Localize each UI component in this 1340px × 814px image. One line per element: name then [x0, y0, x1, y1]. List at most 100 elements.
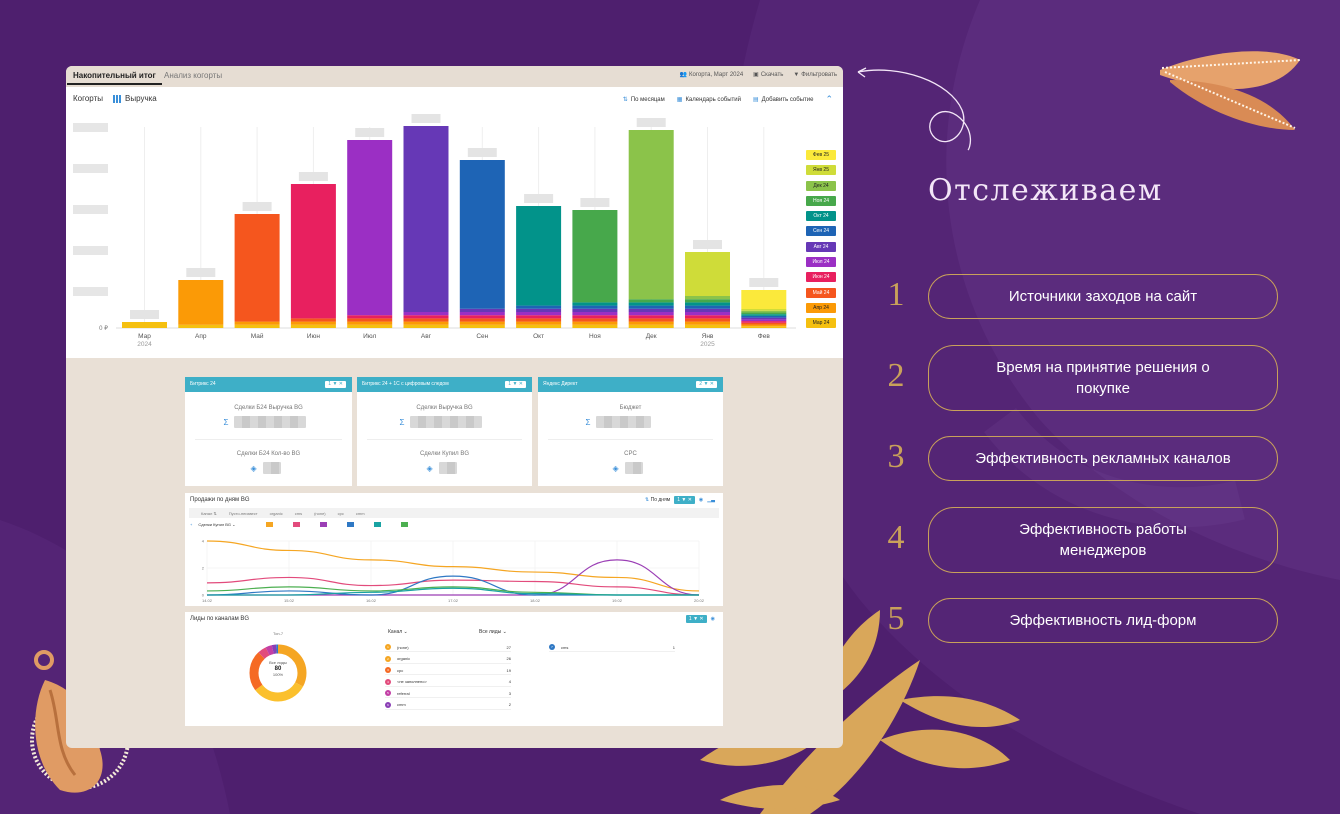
x-tick-label: Авг [421, 333, 432, 340]
filter-button[interactable]: ▼ Фильтровать [793, 71, 837, 78]
cohort-selector[interactable]: 👥 Когорта, Март 2024 [679, 71, 744, 79]
series-swatch[interactable] [319, 522, 327, 527]
legend-item[interactable]: Дек 24 [806, 180, 836, 191]
bar-segment [741, 309, 787, 311]
bar-segment [685, 315, 730, 319]
legend-item[interactable]: Май 24 [806, 287, 836, 298]
column-header[interactable]: Канал ⇅ [201, 510, 217, 516]
column-channel[interactable]: Канал ⌄ [388, 629, 408, 635]
column-header[interactable]: cpc [337, 510, 344, 516]
bar-segment [459, 312, 505, 316]
bar-segment [685, 296, 730, 300]
expand-icon[interactable]: + [190, 522, 193, 527]
x-tick-year: 2025 [700, 341, 715, 348]
top-7-label: Топ-7 [273, 631, 284, 636]
x-tick-year: 2024 [137, 341, 152, 348]
legend-item[interactable]: Фев 25 [806, 150, 836, 160]
column-header[interactable]: (none) [314, 510, 326, 516]
legend-item[interactable]: Авг 24 [806, 241, 836, 252]
bar-segment [572, 308, 618, 312]
bar-segment [685, 305, 730, 309]
column-header[interactable]: organic [269, 510, 283, 516]
step-pill: Эффективность рекламных каналов [928, 436, 1278, 481]
series-swatch[interactable] [346, 522, 354, 527]
widget-filter-badge[interactable]: 2 ▼ ✕ [696, 381, 717, 388]
bar-Фев [741, 278, 787, 328]
arrow-flourish-icon [857, 69, 972, 151]
series-line-organic [206, 576, 700, 596]
chart-type-icon[interactable]: ▁▃ [707, 497, 715, 503]
column-header[interactable]: cms [294, 510, 303, 516]
x-tick-label: 20.02 [694, 598, 705, 603]
list-item[interactable]: 7 cms 1 [549, 643, 675, 652]
bar-segment [685, 252, 730, 296]
series-swatch[interactable] [292, 522, 300, 527]
bar-segment [741, 310, 787, 313]
legend-item[interactable]: Сен 24 [806, 226, 836, 237]
legend-item[interactable]: Апр 24 [806, 302, 836, 313]
view-icon[interactable]: ◉ [710, 616, 715, 622]
metric-selector[interactable]: Выручка [113, 94, 157, 103]
list-item[interactable]: 3 cpc 19 [385, 666, 511, 675]
x-tick-label: Июн [307, 333, 321, 340]
tab-cohort-analysis[interactable]: Анализ когорты [164, 71, 223, 80]
value-label-hidden [467, 148, 497, 157]
y-tick-hidden [73, 164, 108, 173]
by-month-button[interactable]: ⇅ По месяцам [622, 97, 665, 103]
bar-segment [516, 324, 562, 328]
bar-segment [572, 315, 618, 319]
step-number: 1 [887, 275, 905, 313]
series-swatch[interactable] [400, 522, 408, 527]
bar-segment [347, 140, 393, 316]
tab-cumulative[interactable]: Накопительный итог [67, 71, 162, 85]
list-item[interactable]: 6 cmm 2 [385, 701, 511, 710]
value-label-hidden [749, 278, 779, 287]
divider [367, 439, 522, 440]
column-header[interactable]: Пусто-неизвест [228, 510, 258, 516]
bar-segment [685, 302, 730, 306]
event-calendar-button[interactable]: ▦ Календарь событий [676, 97, 741, 103]
widget-filter-badge[interactable]: 1 ▼ ✕ [325, 381, 346, 388]
bar-segment [459, 324, 505, 328]
bar-segment [741, 322, 787, 325]
divider [548, 439, 713, 440]
x-tick-label: Сен [476, 333, 488, 340]
column-all-leads[interactable]: Все лиды ⌄ [479, 629, 507, 635]
channel-name: referral [397, 690, 410, 696]
collapse-chevron-icon[interactable]: ⌃ [825, 94, 833, 104]
series-swatch[interactable] [265, 522, 273, 527]
widget-filter-badge[interactable]: 1 ▼ ✕ [505, 381, 526, 388]
list-item[interactable]: 4 <не заполнено> 4 [385, 678, 511, 687]
legend-item[interactable]: Янв 25 [806, 165, 836, 176]
analytics-screenshot: Накопительный итог Анализ когорты 👥 Когор… [66, 66, 843, 748]
bar-segment [628, 305, 674, 309]
widget-top-label: Сделки Выручка BG [416, 405, 473, 411]
widget-top-value: Σ [586, 416, 652, 428]
column-header[interactable]: cmm [355, 510, 365, 516]
legend-item[interactable]: Июн 24 [806, 272, 836, 283]
widget-bottom-value: ◈ [613, 462, 643, 474]
bar-segment [741, 315, 787, 318]
view-icon[interactable]: ◉ [698, 497, 704, 503]
legend-item[interactable]: Мар 24 [806, 318, 836, 329]
list-item[interactable]: 5 referral 3 [385, 689, 511, 698]
bar-segment [628, 308, 674, 312]
list-item[interactable]: 1 (none) 27 [385, 643, 511, 652]
sales-filter-badge[interactable]: 1 ▼ ✕ [674, 496, 695, 504]
download-button[interactable]: ▣ Скачать [753, 71, 784, 79]
y-tick-label: 2 [202, 566, 205, 571]
legend-item[interactable]: Ноя 24 [806, 195, 836, 206]
step-number: 2 [887, 357, 905, 394]
list-item[interactable]: 2 organic 26 [385, 655, 511, 664]
by-days-button[interactable]: ⇅ По дням [645, 497, 671, 503]
leads-filter-badge[interactable]: 1 ▼ ✕ [685, 615, 707, 623]
legend-item[interactable]: Окт 24 [806, 211, 836, 222]
step-number: 3 [887, 437, 905, 475]
value-hidden [596, 416, 652, 428]
tab-bar: Накопительный итог Анализ когорты 👥 Когор… [66, 66, 843, 87]
add-event-button[interactable]: ▤ Добавить событие [753, 97, 814, 103]
series-swatch[interactable] [373, 522, 381, 527]
x-tick-label: Янв [702, 333, 714, 340]
legend-item[interactable]: Июл 24 [806, 257, 836, 268]
